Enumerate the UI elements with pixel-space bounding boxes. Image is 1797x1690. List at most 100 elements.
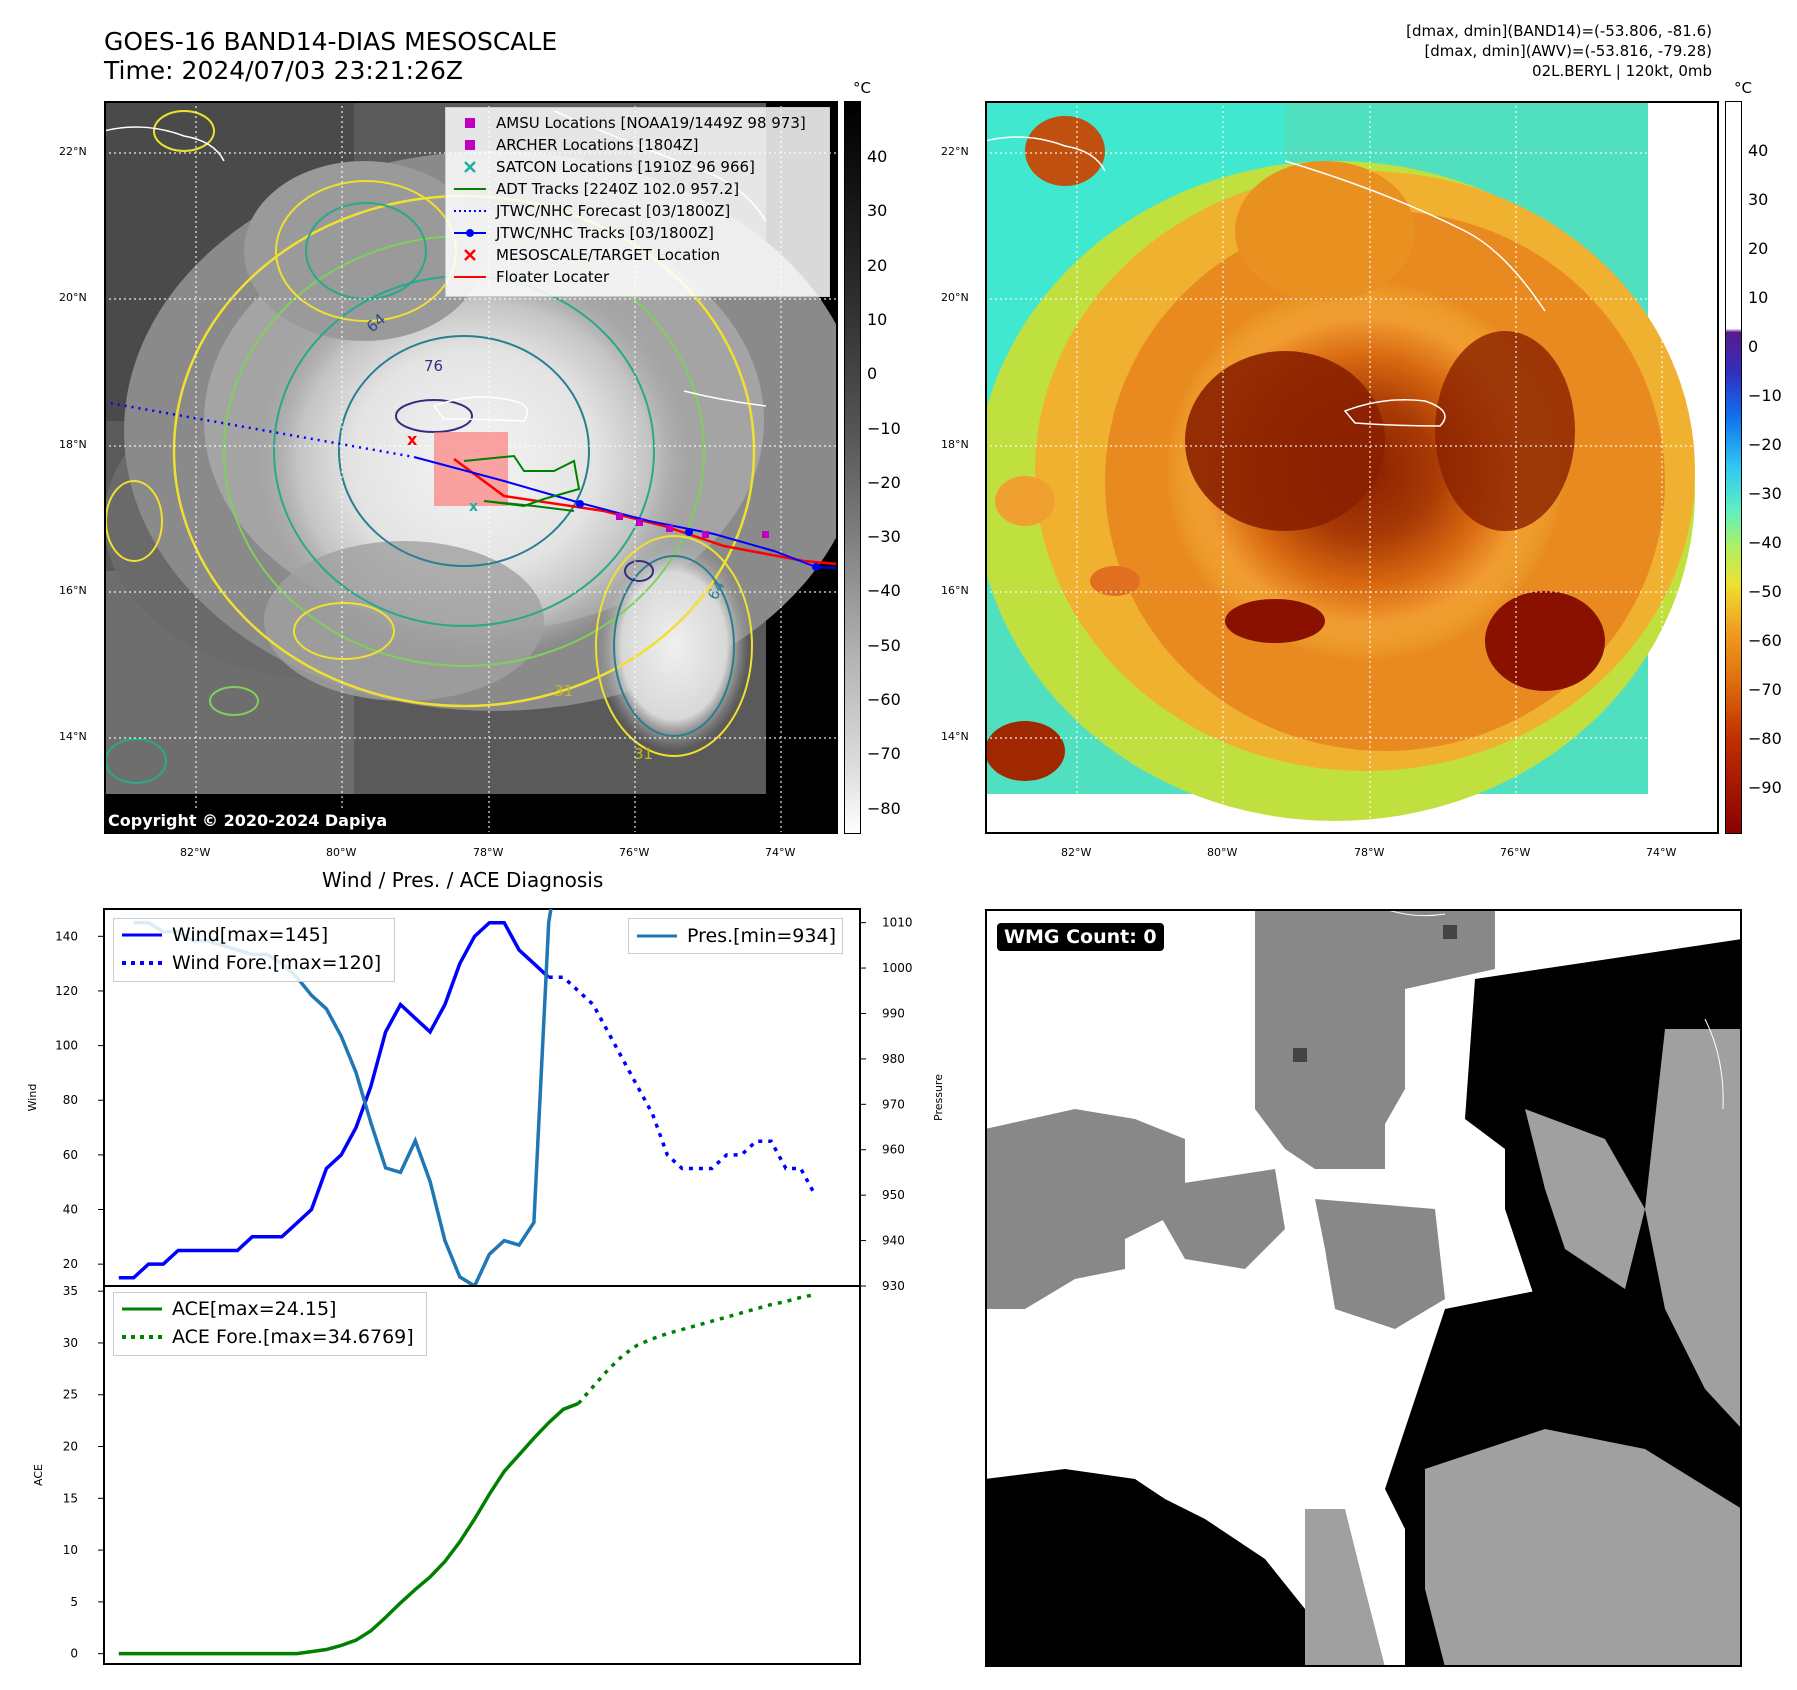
contour-label: 31	[634, 745, 653, 763]
ace-legend: ACE[max=24.15] ACE Fore.[max=34.6769]	[113, 1292, 427, 1356]
pressure-tick-label: 940	[882, 1234, 905, 1248]
x-marker-icon	[454, 248, 486, 262]
colorbar-tick-label: −90	[1748, 778, 1782, 797]
solid-line-icon	[637, 929, 677, 943]
legend-item: Pres.[min=934]	[637, 921, 836, 951]
wmg-panel	[985, 908, 1742, 1667]
colorbar-tick-label: 20	[1748, 239, 1769, 258]
colorbar-tick-label: 10	[867, 309, 888, 329]
info-awv: [dmax, dmin](AWV)=(-53.816, -79.28)	[1424, 42, 1712, 60]
lon-label: 78°W	[1354, 846, 1385, 859]
lon-label: 82°W	[180, 846, 211, 859]
colorbar-tick-label: −10	[1748, 386, 1782, 405]
lon-label: 76°W	[1500, 846, 1531, 859]
legend-item: Floater Locater	[454, 266, 821, 288]
wind-tick-label: 40	[63, 1203, 78, 1217]
solid-line-icon	[122, 928, 162, 942]
pressure-tick-label: 1010	[882, 916, 913, 930]
dotted-line-icon	[122, 956, 162, 970]
ace-tick-label: 10	[63, 1543, 78, 1557]
series-line-2	[133, 909, 553, 1286]
lon-label: 80°W	[326, 846, 357, 859]
wv-map-frame	[985, 101, 1719, 834]
solid-line-icon	[454, 270, 486, 284]
diagnosis-title: Wind / Pres. / ACE Diagnosis	[322, 868, 604, 892]
lon-label: 74°W	[765, 846, 796, 859]
pressure-tick-label: 970	[882, 1097, 905, 1111]
info-band14: [dmax, dmin](BAND14)=(-53.806, -81.6)	[1406, 22, 1712, 40]
ace-tick-label: 0	[70, 1647, 78, 1661]
ir-legend: AMSU Locations [NOAA19/1449Z 98 973] ARC…	[445, 107, 830, 297]
ir-map-image: 64 76 64 31 31	[103, 101, 864, 834]
pressure-tick-label: 990	[882, 1006, 905, 1020]
wind-tick-label: 100	[55, 1039, 78, 1053]
lat-label: 16°N	[59, 584, 87, 597]
dotted-line-icon	[122, 1330, 162, 1344]
ace-axes-frame	[103, 1285, 861, 1665]
ir-colorbar-unit: °C	[853, 79, 871, 97]
lat-label: 14°N	[941, 730, 969, 743]
pressure-tick-label: 980	[882, 1052, 905, 1066]
copyright-label: Copyright © 2020-2024 Dapiya	[104, 809, 392, 832]
pressure-tick-label: 930	[882, 1279, 905, 1293]
wind-tick-label: 60	[63, 1148, 78, 1162]
legend-item: JTWC/NHC Forecast [03/1800Z]	[454, 200, 821, 222]
wv-map-image	[975, 101, 1719, 834]
wind-tick-label: 20	[63, 1257, 78, 1271]
jtwc-track	[413, 456, 839, 569]
lat-label: 22°N	[941, 145, 969, 158]
colorbar-tick-label: 30	[867, 201, 888, 221]
wind-legend: Wind[max=145] Wind Fore.[max=120]	[113, 918, 395, 982]
info-storm: 02L.BERYL | 120kt, 0mb	[1532, 62, 1712, 80]
legend-item: SATCON Locations [1910Z 96 966]	[454, 156, 821, 178]
lon-label: 76°W	[619, 846, 650, 859]
pressure-axis-label: Pressure	[932, 1074, 945, 1121]
line-dot-icon	[454, 226, 486, 240]
ace-series-line-0	[118, 1401, 580, 1656]
lat-label: 14°N	[59, 730, 87, 743]
ace-tick-label: 30	[63, 1336, 78, 1350]
legend-item: Wind Fore.[max=120]	[122, 949, 386, 977]
lat-label: 22°N	[59, 145, 87, 158]
pressure-tick-label: 1000	[882, 961, 913, 975]
wind-tick-label: 140	[55, 929, 78, 943]
colorbar-tick-label: 40	[867, 147, 888, 166]
wind-tick-label: 80	[63, 1093, 78, 1107]
colorbar-tick-label: 0	[867, 364, 878, 384]
colorbar-tick-label: −30	[1748, 484, 1782, 503]
series-line-0	[118, 920, 550, 1280]
ace-series-line-1	[577, 1292, 816, 1405]
solid-line-icon	[122, 1302, 162, 1316]
pressure-legend: Pres.[min=934]	[628, 918, 843, 954]
x-marker-icon	[454, 160, 486, 174]
legend-item: ACE[max=24.15]	[122, 1295, 418, 1323]
ace-tick-label: 15	[63, 1491, 78, 1505]
svg-text:x: x	[469, 499, 478, 515]
colorbar-tick-label: 20	[867, 255, 888, 275]
wmg-count-label: WMG Count: 0	[997, 923, 1164, 951]
wv-colorbar	[1725, 101, 1742, 834]
lat-label: 16°N	[941, 584, 969, 597]
dotted-line-icon	[454, 204, 486, 218]
ace-tick-label: 35	[63, 1284, 78, 1298]
colorbar-tick-label: 0	[1748, 337, 1759, 356]
floater-track	[453, 457, 839, 566]
page-time: Time: 2024/07/03 23:21:26Z	[104, 56, 463, 85]
legend-item: ACE Fore.[max=34.6769]	[122, 1323, 418, 1351]
square-marker-icon	[454, 138, 486, 152]
colorbar-tick-label: −50	[867, 635, 901, 655]
lon-label: 78°W	[473, 846, 504, 859]
colorbar-tick-label: −50	[1748, 582, 1782, 601]
ace-tick-label: 20	[63, 1440, 78, 1454]
colorbar-tick-label: −70	[1748, 680, 1782, 699]
mesoscale-box	[434, 432, 508, 506]
colorbar-tick-label: −20	[1748, 435, 1782, 454]
pressure-tick-label: 960	[882, 1143, 905, 1157]
ir-colorbar	[844, 101, 861, 834]
lat-label: 18°N	[941, 438, 969, 451]
ir-map-frame	[104, 101, 838, 834]
contour-label: 31	[554, 682, 573, 700]
colorbar-tick-label: −60	[1748, 631, 1782, 650]
ace-tick-label: 5	[70, 1595, 78, 1609]
ace-tick-label: 25	[63, 1388, 78, 1402]
